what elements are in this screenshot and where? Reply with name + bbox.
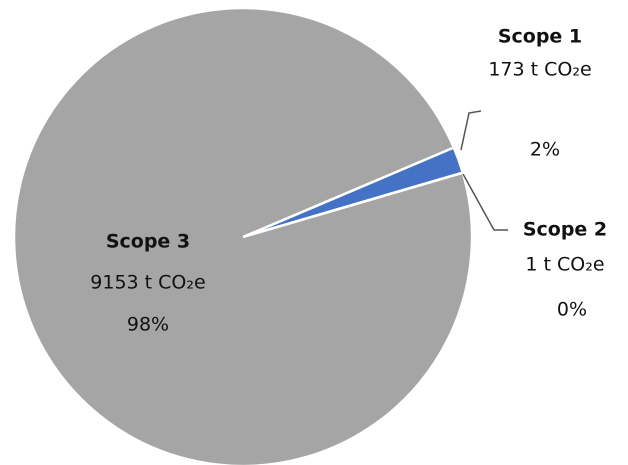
pie-slice <box>12 6 474 465</box>
percent-label: 2% <box>530 139 560 161</box>
value-label: 173 t CO₂e <box>488 59 591 81</box>
value-label: 9153 t CO₂e <box>90 272 205 294</box>
category-label: Scope 3 <box>106 231 190 253</box>
leader-line <box>460 110 482 151</box>
percent-label: 98% <box>127 314 169 336</box>
leader-line <box>462 173 508 231</box>
value-label: 1 t CO₂e <box>525 254 604 276</box>
category-label: Scope 1 <box>498 26 582 48</box>
percent-label: 0% <box>557 299 587 321</box>
category-label: Scope 2 <box>523 219 607 241</box>
